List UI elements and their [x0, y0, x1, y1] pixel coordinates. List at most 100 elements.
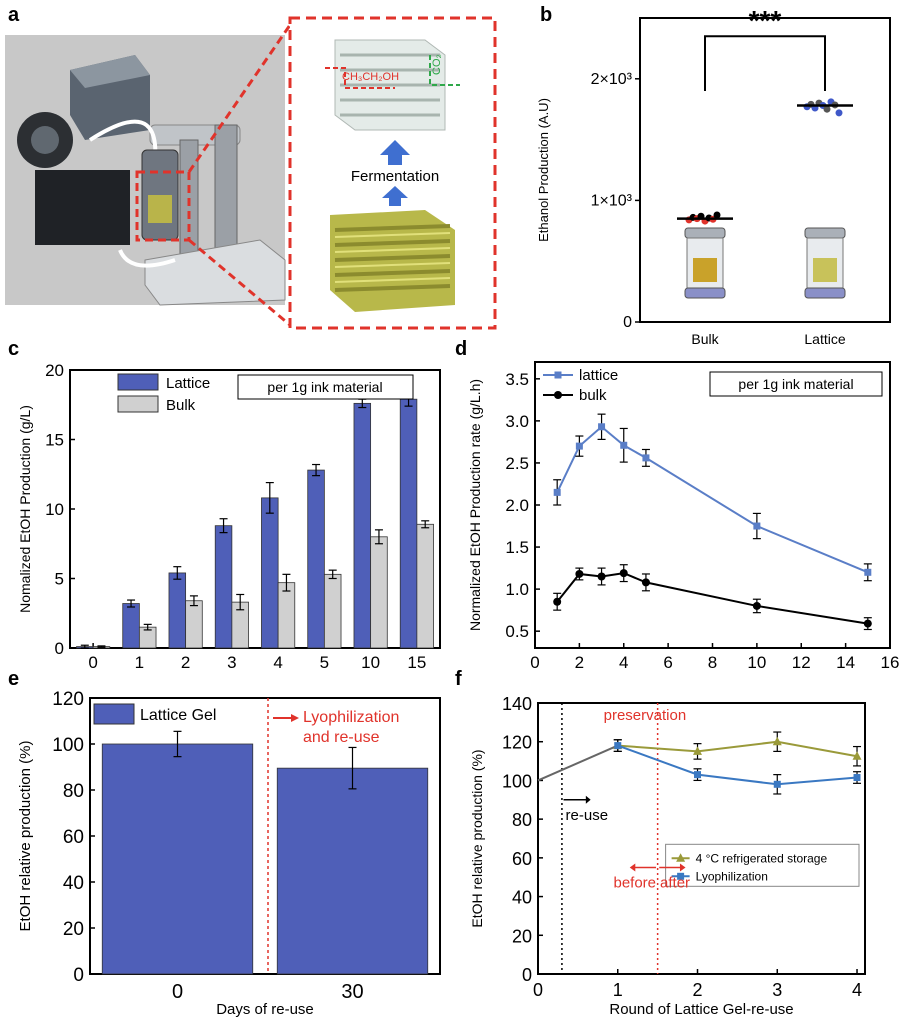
y-tick-label: 40 [512, 888, 532, 908]
legend-label: Lattice Gel [140, 707, 216, 724]
y-tick-label: 60 [512, 849, 532, 869]
plot-frame [639, 17, 891, 323]
y-tick-label: 3.0 [505, 412, 529, 431]
x-tick-label: 15 [407, 653, 426, 670]
y-tick-label: 2.0 [505, 496, 529, 515]
x-tick-label: 8 [708, 653, 717, 670]
significance-bracket [704, 35, 826, 91]
lyophilization-point [853, 774, 861, 782]
y-tick-label: 1×10³ [591, 192, 633, 209]
lattice-bar [168, 572, 187, 649]
y-tick-label: 0 [522, 965, 532, 985]
legend-label: bulk [579, 387, 607, 404]
x-axis-label: Time (h) [685, 669, 740, 670]
x-tick-label: 2 [181, 653, 190, 670]
y-tick-label: 100 [502, 771, 532, 791]
lattice-bar [399, 398, 418, 649]
bulk-vial-icon [684, 227, 726, 299]
y-tick-label: 100 [52, 735, 84, 756]
panel-letter-b: b [540, 4, 553, 26]
x-tick-label: Bulk [691, 331, 719, 345]
fermentation-label: Fermentation [351, 168, 439, 185]
right-arrow-icon [679, 863, 686, 872]
annotation-box [237, 374, 414, 400]
bulk-bar [185, 600, 203, 649]
x-axis-label: Round of Lattice Gel-re-use [609, 1001, 793, 1018]
lattice-line [556, 425, 869, 574]
lattice-gel-bar [101, 743, 254, 975]
x-tick-label: 10 [361, 653, 380, 670]
y-tick-label: 140 [502, 694, 532, 714]
lyophilization-point [773, 780, 781, 788]
lattice-point [553, 488, 561, 496]
legend-box [665, 843, 860, 887]
y-axis-label: EtOH relative production (%) [469, 749, 485, 927]
lattice-point [753, 522, 761, 530]
data-point [823, 105, 831, 113]
y-tick-label: 20 [63, 919, 84, 940]
legend-swatch [117, 373, 159, 391]
lattice-point [864, 568, 872, 576]
y-tick-label: 2.5 [505, 454, 529, 473]
panel-letter-f: f [455, 668, 462, 690]
y-tick-label: 0.5 [505, 622, 529, 641]
lattice-point [620, 441, 628, 449]
data-point [713, 211, 721, 219]
y-tick-label: 20 [512, 926, 532, 946]
after-label: after [660, 875, 690, 892]
y-tick-label: 120 [502, 733, 532, 753]
right-arrow-icon [585, 795, 591, 804]
x-tick-label: Lattice [804, 331, 845, 345]
y-tick-label: 0 [73, 965, 84, 986]
panel-letter-e: e [8, 668, 20, 690]
lattice-point [575, 442, 583, 450]
x-tick-label: 10 [747, 653, 766, 670]
y-tick-label: 80 [63, 781, 84, 802]
x-tick-label: 30 [341, 981, 363, 1003]
bulk-vial-icon-cap [684, 227, 726, 239]
x-axis-label: Time (h) [227, 669, 282, 670]
bulk-point [863, 619, 872, 628]
x-tick-label: 6 [663, 653, 672, 670]
lattice-gel-bar [276, 767, 429, 975]
plot-frame [537, 702, 866, 975]
bulk-point [575, 569, 584, 578]
x-tick-label: 0 [172, 981, 183, 1003]
x-tick-label: 3 [772, 980, 782, 1000]
y-tick-label: 80 [512, 810, 532, 830]
legend-marker [554, 371, 562, 379]
x-tick-label: 4 [852, 980, 862, 1000]
lattice-vial-icon-base [804, 287, 846, 299]
refrigerated-point [852, 751, 862, 760]
refrigerated-line [617, 740, 858, 758]
lattice-bar [122, 603, 140, 649]
refrigerated-point [693, 746, 703, 755]
bulk-point [553, 597, 562, 606]
lattice-bar [307, 469, 325, 649]
chart-d: 0 2 4 6 8 10 12 14 16 0.5 1.0 1.5 2.0 2.5 3.0 3.5 Normal… [467, 361, 900, 670]
legend-swatch [93, 703, 135, 725]
significance-label: *** [749, 5, 782, 36]
legend-marker [677, 872, 685, 880]
x-tick-label: 16 [881, 653, 900, 670]
annotation-text: per 1g ink material [738, 376, 853, 392]
x-tick-label: 12 [792, 653, 811, 670]
data-point [835, 109, 843, 117]
panel-letter-d: d [455, 338, 468, 360]
x-tick-label: 3 [227, 653, 236, 670]
up-arrow-icon-2 [382, 186, 408, 206]
plot-frame [534, 361, 891, 649]
legend-label: Bulk [166, 397, 196, 414]
lattice-point [598, 423, 606, 431]
y-axis-label: EtOH relative production (%) [17, 741, 34, 932]
legend-marker [676, 853, 686, 862]
preservation-label: preservation [604, 707, 687, 724]
x-axis-label: Days of re-use [216, 1001, 314, 1018]
lyophilization-point [614, 742, 622, 750]
x-tick-label: 2 [575, 653, 584, 670]
legend-swatch [117, 395, 159, 413]
x-tick-label: 2 [693, 980, 703, 1000]
bulk-bar [370, 536, 388, 649]
lattice-bar [353, 402, 372, 649]
